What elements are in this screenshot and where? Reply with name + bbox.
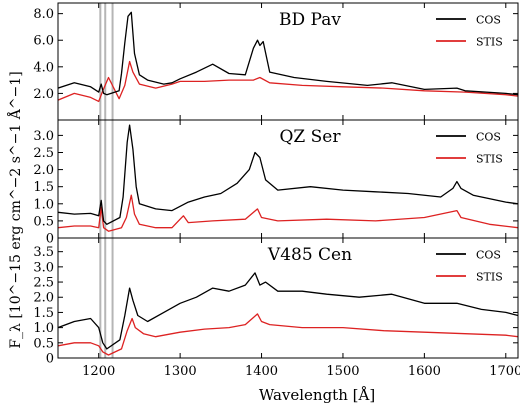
x-tick-label: 1700 xyxy=(489,364,520,379)
legend-label-stis: STIS xyxy=(476,36,503,49)
legend-label-cos: COS xyxy=(476,249,501,262)
y-tick-label: 3.0 xyxy=(33,129,54,144)
legend-label-stis: STIS xyxy=(476,153,503,166)
series-line-cos xyxy=(58,11,518,96)
series-group xyxy=(58,272,518,356)
y-tick-label: 0.5 xyxy=(33,336,54,351)
panel-2: 0 0.5 1.0 1.5 2.0 2.5 3.0 QZ Ser COS STIS xyxy=(33,119,519,247)
y-tick-label: 1.0 xyxy=(33,321,54,336)
legend: COS STIS xyxy=(436,131,503,166)
panel-title: V485 Cen xyxy=(267,245,352,265)
legend-label-cos: COS xyxy=(476,14,501,27)
panel-frame xyxy=(57,237,519,359)
panel-title: BD Pav xyxy=(279,10,341,30)
legend: COS STIS xyxy=(436,249,503,284)
panels: 2.04.06.08.0 BD Pav COSSTIS00.51.01.52.02.… xyxy=(33,2,519,367)
y-tick-label: 1.0 xyxy=(33,197,54,212)
series-line-cos xyxy=(58,272,518,350)
legend-label-stis: STIS xyxy=(476,271,503,284)
geocoronal-lines xyxy=(99,3,114,120)
x-tick-label: 1400 xyxy=(245,364,278,379)
y-tick-label: 2.0 xyxy=(33,87,54,102)
series-line-stis xyxy=(58,313,518,356)
y-tick-label: 3.0 xyxy=(33,260,54,275)
series-line-stis xyxy=(58,194,518,232)
series-group xyxy=(58,11,518,103)
panel-3: 00.51.01.52.02.53.03.5 V485 Cen COS STIS xyxy=(33,237,519,367)
panel-1: 2.0 4.0 6.0 8.0 BD Pav COS STIS xyxy=(33,2,519,121)
series-line-stis xyxy=(58,60,518,103)
y-tick-label: 1.5 xyxy=(33,306,54,321)
y-tick-label: 2.0 xyxy=(33,291,54,306)
legend: COS STIS xyxy=(436,14,503,49)
x-axis-label: Wavelength [Å] xyxy=(259,386,375,404)
y-tick-label: 0.5 xyxy=(33,214,54,229)
y-tick-label: 0 xyxy=(46,232,54,247)
y-tick-label: 0 xyxy=(46,352,54,367)
y-axis-label: F_λ [10^−15 erg cm^−2 s^−1 Å^−1] xyxy=(6,71,24,348)
series-line-cos xyxy=(58,124,518,225)
y-tick-label: 4.0 xyxy=(33,60,54,75)
panel-title: QZ Ser xyxy=(280,127,342,147)
y-tick-label: 1.5 xyxy=(33,180,54,195)
x-axis: 1200 1300 1400 1500 1600 1700 xyxy=(82,364,520,379)
y-tick-label: 2.0 xyxy=(33,163,54,178)
y-tick-label: 3.5 xyxy=(33,245,54,260)
y-tick-label: 2.5 xyxy=(33,276,54,291)
x-tick-label: 1600 xyxy=(408,364,441,379)
y-tick-label: 6.0 xyxy=(33,34,54,49)
x-tick-label: 1300 xyxy=(164,364,197,379)
series-group xyxy=(58,124,518,232)
legend-label-cos: COS xyxy=(476,131,501,144)
x-tick-label: 1500 xyxy=(326,364,359,379)
x-tick-label: 1200 xyxy=(82,364,115,379)
y-tick-label: 8.0 xyxy=(33,7,54,22)
geocoronal-lines xyxy=(99,238,114,358)
y-tick-label: 2.5 xyxy=(33,146,54,161)
